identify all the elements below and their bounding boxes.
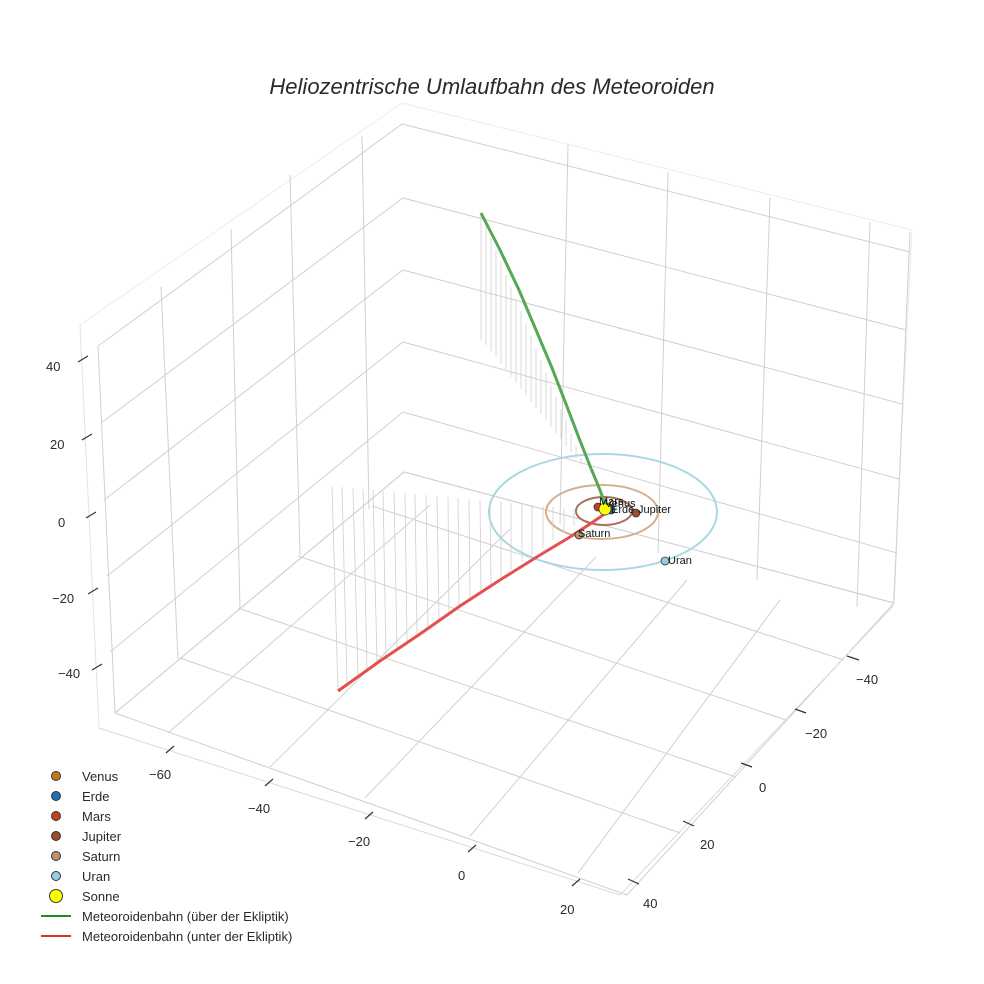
saturn-dot-icon xyxy=(51,851,61,861)
svg-text:Erde: Erde xyxy=(611,504,634,516)
uran-marker xyxy=(660,556,670,566)
legend-item-saturn[interactable]: Saturn xyxy=(38,846,292,866)
y-tick: −20 xyxy=(805,726,828,741)
y-tick: 40 xyxy=(643,896,658,911)
axis-ticks xyxy=(77,355,860,887)
planet-labels: Mars Venus Erde Jupiter Saturn Uran xyxy=(578,496,692,567)
svg-text:Mars: Mars xyxy=(599,496,624,508)
legend: Venus Erde Mars Jupiter Saturn Uran Sonn… xyxy=(38,766,292,946)
legend-label: Venus xyxy=(82,768,119,784)
legend-item-uran[interactable]: Uran xyxy=(38,866,292,886)
jupiter-dot-icon xyxy=(51,831,61,841)
svg-text:Uran: Uran xyxy=(668,555,692,567)
legend-label: Mars xyxy=(82,808,111,824)
svg-text:Jupiter: Jupiter xyxy=(638,504,671,516)
z-tick: −40 xyxy=(58,666,81,681)
sonne-marker xyxy=(598,502,612,516)
x-tick: 20 xyxy=(560,902,575,917)
legend-label: Erde xyxy=(82,788,110,804)
legend-label: Sonne xyxy=(82,888,120,904)
grid-lines xyxy=(79,102,913,896)
legend-label: Meteoroidenbahn (über der Ekliptik) xyxy=(82,908,289,924)
x-tick: −20 xyxy=(348,834,371,849)
z-tick: 20 xyxy=(50,437,65,452)
erde-dot-icon xyxy=(51,791,61,801)
svg-text:Venus: Venus xyxy=(605,498,636,510)
mars-dot-icon xyxy=(51,811,61,821)
x-tick: −60 xyxy=(149,767,172,782)
x-tick: −40 xyxy=(248,801,271,816)
y-tick: 0 xyxy=(759,780,767,795)
venus-dot-icon xyxy=(51,771,61,781)
sonne-dot-icon xyxy=(49,889,63,903)
green-line-icon xyxy=(41,915,71,917)
legend-label: Jupiter xyxy=(82,828,122,844)
y-tick: −40 xyxy=(856,672,879,687)
chart-title: Heliozentrische Umlaufbahn des Meteoroid… xyxy=(269,74,715,99)
z-tick: −20 xyxy=(52,591,75,606)
legend-item-sonne[interactable]: Sonne xyxy=(38,886,292,906)
saturn-orbit xyxy=(545,484,659,540)
svg-text:Saturn: Saturn xyxy=(578,528,610,540)
red-line-icon xyxy=(41,935,71,937)
uran-orbit xyxy=(488,453,718,571)
z-tick: 40 xyxy=(46,359,61,374)
legend-label: Meteoroidenbahn (unter der Ekliptik) xyxy=(82,928,293,944)
meteoroid-path-above[interactable] xyxy=(479,212,608,508)
legend-item-path-above[interactable]: Meteoroidenbahn (über der Ekliptik) xyxy=(38,906,292,926)
y-tick: 20 xyxy=(700,837,715,852)
legend-item-path-below[interactable]: Meteoroidenbahn (unter der Ekliptik) xyxy=(38,926,292,946)
planet-markers[interactable] xyxy=(574,502,670,566)
saturn-marker xyxy=(574,530,584,540)
x-tick: 0 xyxy=(458,868,466,883)
legend-item-mars[interactable]: Mars xyxy=(38,806,292,826)
legend-item-erde[interactable]: Erde xyxy=(38,786,292,806)
drop-lines xyxy=(331,213,587,691)
legend-item-jupiter[interactable]: Jupiter xyxy=(38,826,292,846)
z-tick: 0 xyxy=(58,515,66,530)
orbits xyxy=(488,453,718,571)
jupiter-marker xyxy=(631,508,641,518)
meteoroid-path-below[interactable] xyxy=(337,511,607,693)
legend-label: Uran xyxy=(82,868,111,884)
legend-item-venus[interactable]: Venus xyxy=(38,766,292,786)
legend-label: Saturn xyxy=(82,848,121,864)
uran-dot-icon xyxy=(51,871,61,881)
